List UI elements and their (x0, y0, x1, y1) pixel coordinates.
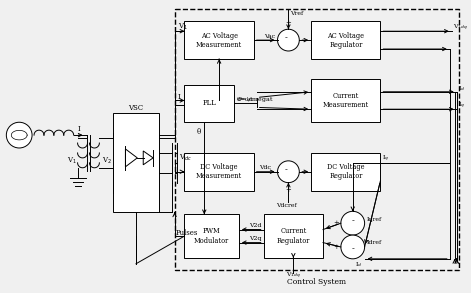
Text: Vdcref: Vdcref (276, 203, 297, 208)
Text: θ=ωt: θ=ωt (237, 97, 253, 102)
Text: Vref: Vref (291, 11, 304, 16)
Text: I$_q$: I$_q$ (382, 154, 390, 164)
Text: I$_d$: I$_d$ (355, 260, 362, 269)
Text: Control System: Control System (287, 277, 346, 286)
Text: V2d: V2d (249, 223, 262, 228)
Circle shape (277, 161, 299, 183)
Text: PLL: PLL (202, 99, 216, 108)
Bar (185, 21, 254, 59)
Text: +: + (333, 243, 339, 251)
Text: θ: θ (196, 128, 201, 136)
Text: I$_q$: I$_q$ (458, 101, 465, 111)
Text: PWM
Modulator: PWM Modulator (194, 227, 229, 245)
Text: -: - (285, 34, 288, 42)
Text: Vac: Vac (264, 34, 275, 39)
Text: Current
Measurement: Current Measurement (323, 92, 369, 109)
Text: V$_2$: V$_2$ (102, 156, 112, 166)
Text: $\theta$=\omegat: $\theta$=\omegat (237, 95, 274, 104)
Circle shape (341, 211, 365, 235)
Bar (311, 79, 381, 122)
Text: V$_{1dq}$: V$_{1dq}$ (453, 23, 468, 33)
Bar (175, 9, 459, 270)
Bar (185, 85, 234, 122)
Circle shape (341, 235, 365, 259)
Text: +: + (285, 19, 291, 27)
Text: -: - (351, 245, 354, 253)
Text: V$_{1dq}$: V$_{1dq}$ (286, 270, 301, 281)
Bar (185, 153, 254, 190)
Circle shape (277, 29, 299, 51)
Text: Iqref: Iqref (366, 217, 382, 222)
Circle shape (6, 122, 32, 148)
Text: V$_{dc}$: V$_{dc}$ (179, 153, 191, 163)
Bar (185, 214, 239, 258)
Bar (311, 153, 381, 190)
Text: V$_1$: V$_1$ (178, 22, 187, 32)
Text: V2q: V2q (249, 236, 262, 241)
Bar (264, 214, 323, 258)
Bar (113, 113, 159, 212)
Text: DC Voltage
Measurement: DC Voltage Measurement (196, 163, 242, 180)
Text: Pulses: Pulses (176, 229, 198, 237)
Text: I: I (178, 93, 180, 100)
Text: AC Voltage
Regulator: AC Voltage Regulator (327, 32, 364, 49)
Text: Vdc: Vdc (259, 165, 271, 170)
Text: AC Voltage
Measurement: AC Voltage Measurement (196, 32, 242, 49)
Text: -: - (351, 217, 354, 225)
Text: Current
Regulator: Current Regulator (276, 227, 310, 245)
Text: I$_d$: I$_d$ (458, 84, 465, 93)
Text: Idref: Idref (366, 241, 382, 246)
Text: +: + (285, 185, 291, 194)
Text: -: - (285, 166, 288, 174)
Bar (311, 21, 381, 59)
Text: V$_1$: V$_1$ (67, 156, 76, 166)
Text: DC Voltage
Regulator: DC Voltage Regulator (327, 163, 365, 180)
Text: +: + (333, 219, 339, 227)
Text: VSC: VSC (129, 104, 144, 113)
Text: I: I (78, 125, 81, 133)
